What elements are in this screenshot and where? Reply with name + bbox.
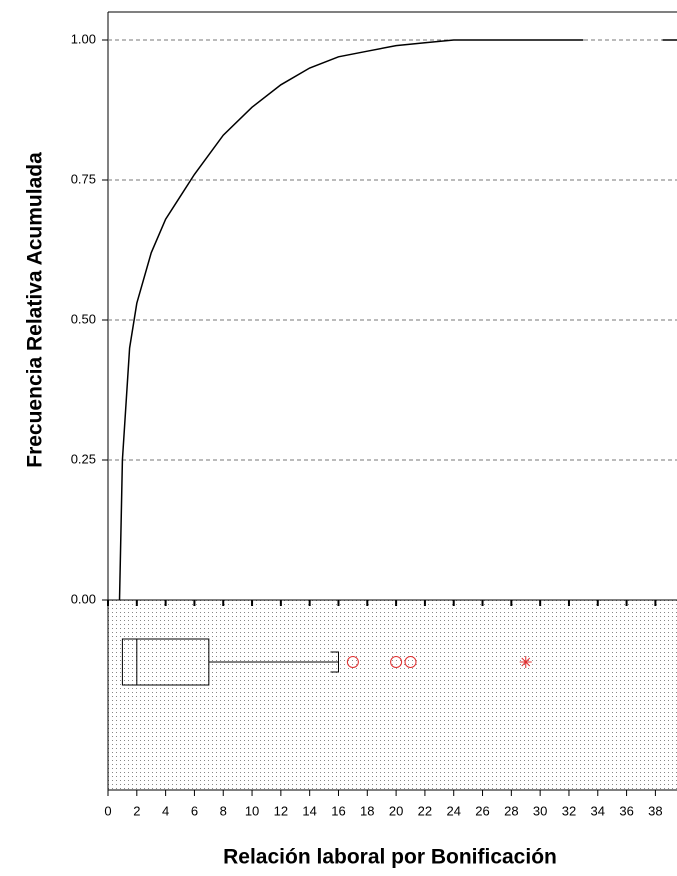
x-tick-label: 0 — [104, 803, 111, 818]
x-tick-label: 8 — [220, 803, 227, 818]
x-tick-label: 14 — [302, 803, 316, 818]
y-tick-label: 0.00 — [71, 591, 96, 606]
y-tick-label: 0.75 — [71, 171, 96, 186]
outlier — [346, 656, 359, 668]
x-tick-label: 20 — [389, 803, 403, 818]
x-tick-label: 18 — [360, 803, 374, 818]
y-tick-label: 0.25 — [71, 451, 96, 466]
x-tick-label: 26 — [475, 803, 489, 818]
x-tick-label: 24 — [446, 803, 460, 818]
cdf-line — [118, 39, 677, 601]
x-tick-label: 36 — [619, 803, 633, 818]
x-tick-label: 2 — [133, 803, 140, 818]
box-panel-dots — [108, 600, 677, 790]
y-tick-label: 1.00 — [71, 31, 96, 46]
x-tick-label: 6 — [191, 803, 198, 818]
x-axis-title: Relación laboral por Bonificación — [223, 846, 557, 869]
x-tick-label: 30 — [533, 803, 547, 818]
x-tick-label: 32 — [562, 803, 576, 818]
x-tick-label: 10 — [245, 803, 259, 818]
x-tick-label: 34 — [591, 803, 605, 818]
x-tick-label: 12 — [274, 803, 288, 818]
x-tick-label: 38 — [648, 803, 662, 818]
y-tick-label: 0.50 — [71, 311, 96, 326]
x-tick-label: 22 — [418, 803, 432, 818]
extreme — [519, 656, 532, 668]
y-axis-title: Frecuencia Relativa Acumulada — [24, 152, 47, 468]
x-tick-label: 28 — [504, 803, 518, 818]
outlier — [404, 656, 417, 668]
whisker-cap — [330, 651, 339, 673]
x-tick-label: 16 — [331, 803, 345, 818]
x-tick-label: 4 — [162, 803, 169, 818]
outlier — [390, 656, 403, 668]
